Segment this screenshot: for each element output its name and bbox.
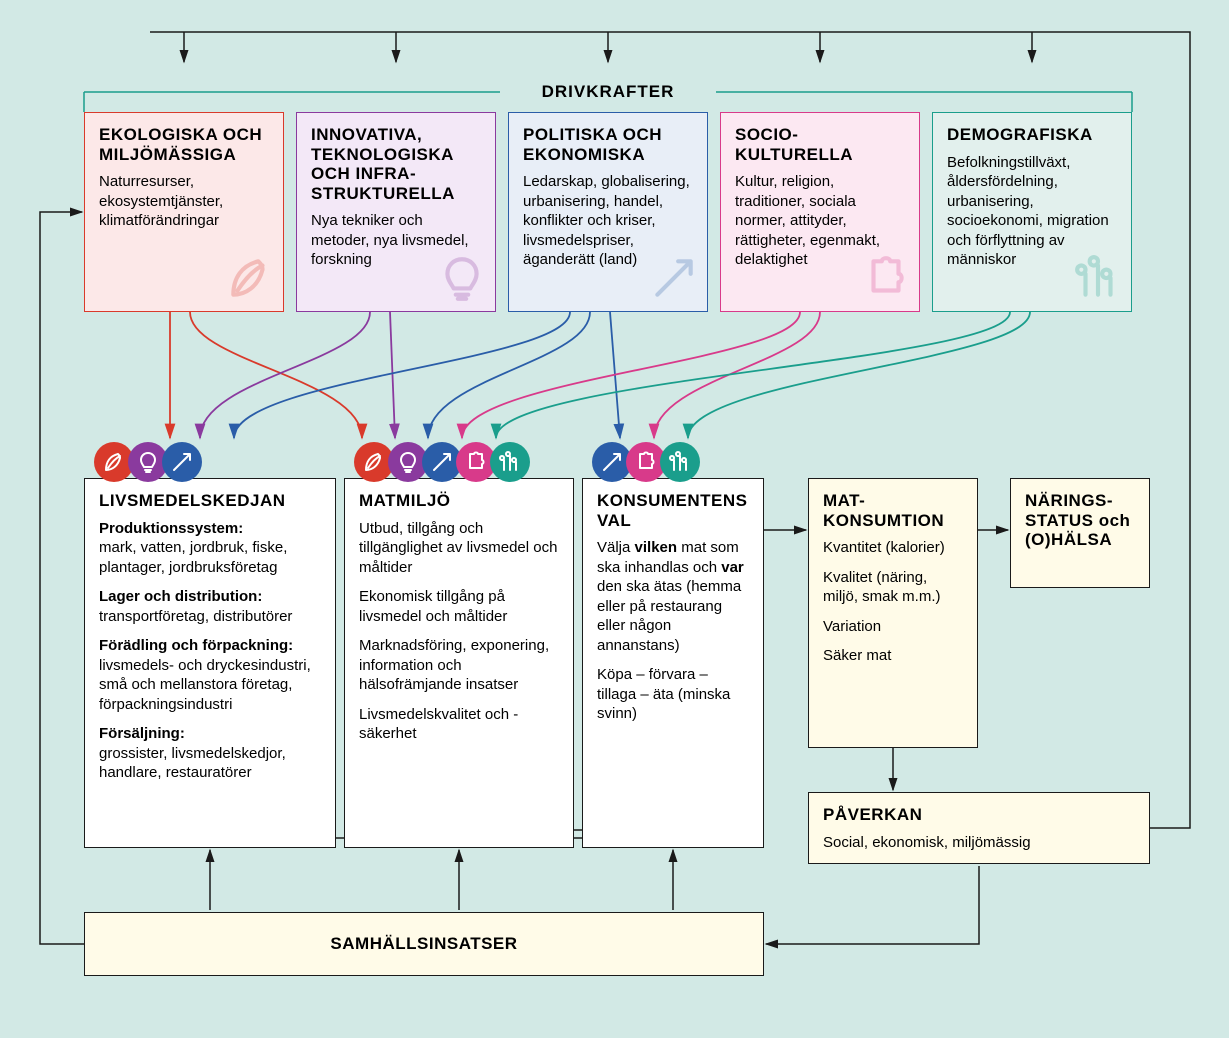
mid-box-matmiljo: MATMILJÖ Utbud, tillgång och tillgängligh… bbox=[344, 478, 574, 848]
driver-box-poli: POLITISKA OCH EKONOMISKALedarskap, globa… bbox=[508, 112, 708, 312]
puzzle-icon bbox=[861, 253, 911, 303]
driver-title: SOCIO-KULTURELLA bbox=[735, 125, 905, 164]
driver-title: POLITISKA OCH EKONOMISKA bbox=[523, 125, 693, 164]
right-title: MAT-KONSUMTION bbox=[823, 491, 963, 530]
right-box-narings: NÄRINGS-STATUS och (O)HÄLSA bbox=[1010, 478, 1150, 588]
driver-box-inno: INNOVATIVA, TEKNOLOGISKA OCH INFRA-STRUK… bbox=[296, 112, 496, 312]
right-title: NÄRINGS-STATUS och (O)HÄLSA bbox=[1025, 491, 1135, 550]
pins-icon bbox=[660, 442, 700, 482]
mid-box-kedja: LIVSMEDELSKEDJAN Produktionssystem:mark, … bbox=[84, 478, 336, 848]
pins-icon bbox=[490, 442, 530, 482]
samhallsinsatser-box: SAMHÄLLSINSATSER bbox=[84, 912, 764, 976]
mid-box-konsument: KONSUMENTENS VAL Välja vilken mat som ska… bbox=[582, 478, 764, 848]
driver-box-socio: SOCIO-KULTURELLAKultur, religion, tradit… bbox=[720, 112, 920, 312]
mid-title: MATMILJÖ bbox=[359, 491, 559, 511]
driver-body: Befolkningstillväxt, åldersfördelning, u… bbox=[947, 153, 1117, 270]
samhallsinsatser-title: SAMHÄLLSINSATSER bbox=[330, 934, 517, 954]
mid-title: KONSUMENTENS VAL bbox=[597, 491, 749, 530]
bulb-icon bbox=[437, 253, 487, 303]
chip-row-kedja bbox=[94, 442, 196, 482]
mid-body: Välja vilken mat som ska inhandlas och v… bbox=[597, 538, 749, 724]
right-box-matkons: MAT-KONSUMTION Kvantitet (kalorier)Kvalit… bbox=[808, 478, 978, 748]
driver-title: EKOLOGISKA OCH MILJÖMÄSSIGA bbox=[99, 125, 269, 164]
right-body: Social, ekonomisk, miljömässig bbox=[823, 833, 1135, 853]
right-body: Kvantitet (kalorier)Kvalitet (näring, mi… bbox=[823, 538, 963, 666]
right-title: PÅVERKAN bbox=[823, 805, 1135, 825]
drivkrafter-label: DRIVKRAFTER bbox=[500, 82, 716, 102]
arrow-icon bbox=[649, 253, 699, 303]
chip-row-matmiljo bbox=[354, 442, 524, 482]
chip-row-konsument bbox=[592, 442, 694, 482]
mid-title: LIVSMEDELSKEDJAN bbox=[99, 491, 321, 511]
driver-box-eko: EKOLOGISKA OCH MILJÖMÄSSIGA Naturresurser… bbox=[84, 112, 284, 312]
right-box-paverkan: PÅVERKAN Social, ekonomisk, miljömässig bbox=[808, 792, 1150, 864]
driver-box-demo: DEMOGRAFISKA Befolkningstillväxt, åldersf… bbox=[932, 112, 1132, 312]
mid-body: Utbud, tillgång och tillgänglighet av li… bbox=[359, 519, 559, 744]
leaf-icon bbox=[225, 253, 275, 303]
mid-body: Produktionssystem:mark, vatten, jordbruk… bbox=[99, 519, 321, 783]
driver-title: DEMOGRAFISKA bbox=[947, 125, 1117, 145]
arrow-icon bbox=[162, 442, 202, 482]
driver-body: Naturresurser, ekosystemtjänster, klimat… bbox=[99, 172, 269, 231]
driver-title: INNOVATIVA, TEKNOLOGISKA OCH INFRA-STRUK… bbox=[311, 125, 481, 203]
pins-icon bbox=[1073, 253, 1123, 303]
